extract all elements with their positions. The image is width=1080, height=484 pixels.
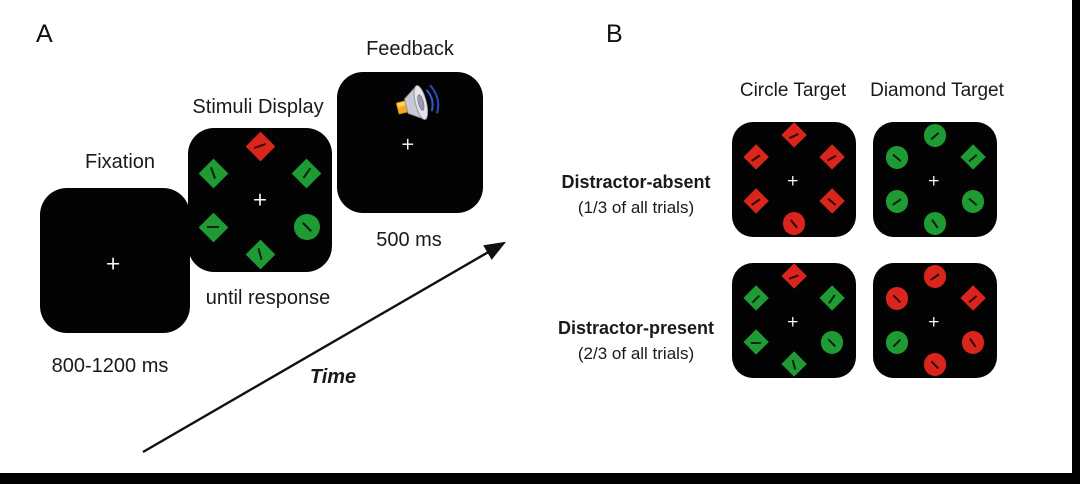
- panel-a-label: A: [36, 20, 53, 48]
- green-diamond-stimulus: [743, 329, 769, 356]
- column-header-circle-target: Circle Target: [739, 80, 847, 101]
- display-circle-target-present: +: [732, 263, 856, 378]
- green-diamond-stimulus: [960, 144, 986, 171]
- red-circle-stimulus: [884, 286, 910, 312]
- red-diamond-stimulus: [743, 188, 769, 215]
- green-diamond-stimulus: [743, 285, 769, 312]
- red-circle-stimulus: [781, 211, 807, 237]
- red-diamond-stimulus: [960, 285, 986, 312]
- stimuli-cross: +: [252, 188, 268, 211]
- row-label-proportion: (1/3 of all trials): [577, 198, 695, 217]
- red-circle-stimulus: [960, 330, 986, 356]
- red-diamond-stimulus: [781, 263, 807, 290]
- green-diamond-stimulus: [291, 158, 322, 188]
- stimuli-screen: +: [188, 128, 332, 272]
- fixation-cross: +: [786, 312, 800, 331]
- fixation-cross: +: [927, 312, 941, 331]
- stimuli-duration: until response: [205, 287, 331, 309]
- frame-edge-right: [1072, 0, 1080, 484]
- fixation-title: Fixation: [84, 151, 156, 173]
- green-circle-stimulus: [960, 189, 986, 215]
- green-circle-stimulus: [884, 330, 910, 356]
- red-diamond-stimulus: [743, 144, 769, 171]
- fixation-screen: +: [40, 188, 190, 333]
- frame-edge-bottom: [0, 473, 1080, 484]
- row-label-proportion: (2/3 of all trials): [577, 344, 695, 363]
- green-diamond-stimulus: [819, 285, 845, 312]
- display-circle-target-absent: +: [732, 122, 856, 237]
- row-label-distractor-present: Distractor-present (2/3 of all trials): [558, 315, 714, 367]
- red-circle-stimulus: [922, 352, 948, 378]
- green-diamond-stimulus: [781, 351, 807, 378]
- row-label-distractor-absent: Distractor-absent (1/3 of all trials): [561, 169, 710, 221]
- display-diamond-target-present: +: [873, 263, 997, 378]
- feedback-title: Feedback: [366, 38, 454, 60]
- fixation-duration: 800-1200 ms: [51, 355, 169, 377]
- red-diamond-stimulus: [819, 144, 845, 171]
- fixation-cross: +: [786, 171, 800, 190]
- green-circle-stimulus: [922, 123, 948, 149]
- speaker-sound-icon: [392, 81, 442, 130]
- green-circle-stimulus: [884, 145, 910, 171]
- red-diamond-stimulus: [245, 131, 275, 161]
- time-label: Time: [309, 366, 357, 388]
- red-circle-stimulus: [922, 264, 948, 290]
- row-label-text: Distractor-present: [557, 318, 715, 338]
- feedback-duration: 500 ms: [376, 229, 442, 251]
- green-diamond-stimulus: [198, 158, 229, 188]
- red-diamond-stimulus: [819, 188, 845, 215]
- row-label-text: Distractor-absent: [561, 172, 711, 192]
- green-circle-stimulus: [922, 211, 948, 237]
- fixation-cross: +: [927, 171, 941, 190]
- green-circle-stimulus: [292, 212, 322, 242]
- red-diamond-stimulus: [781, 122, 807, 149]
- green-circle-stimulus: [819, 330, 845, 356]
- stimuli-title: Stimuli Display: [192, 96, 324, 118]
- green-circle-stimulus: [884, 189, 910, 215]
- green-diamond-stimulus: [245, 239, 275, 269]
- feedback-cross: +: [400, 134, 415, 155]
- display-diamond-target-absent: +: [873, 122, 997, 237]
- feedback-screen: +: [337, 72, 483, 213]
- column-header-diamond-target: Diamond Target: [870, 80, 1004, 101]
- panel-b-label: B: [606, 20, 623, 48]
- fixation-cross: +: [105, 252, 122, 275]
- green-diamond-stimulus: [198, 212, 229, 242]
